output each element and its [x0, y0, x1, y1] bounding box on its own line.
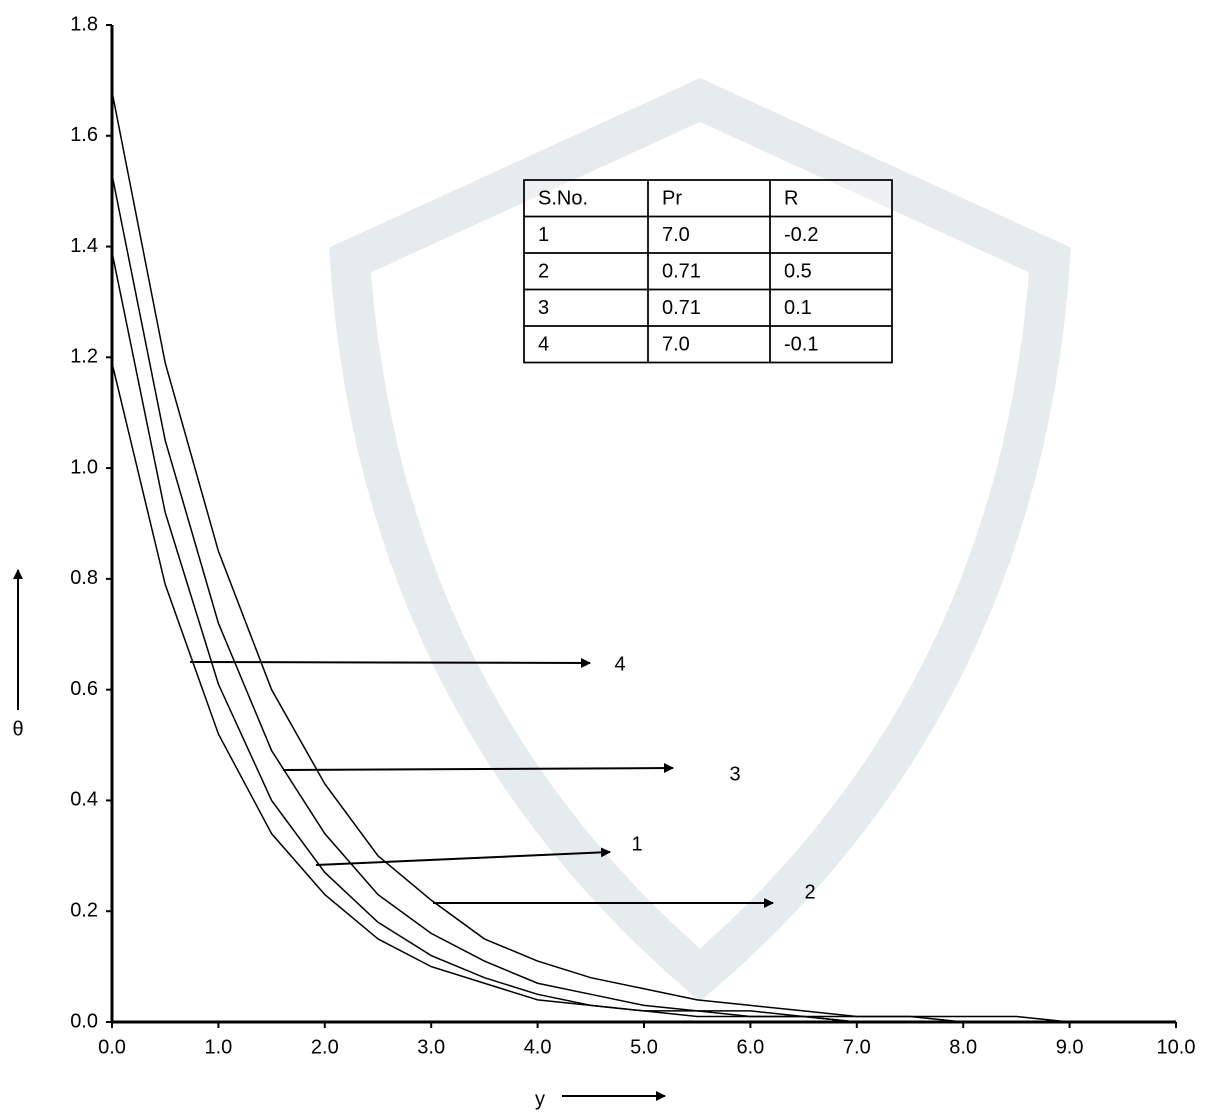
series-label: 4 — [614, 653, 625, 675]
x-tick-label: 1.0 — [204, 1036, 232, 1058]
x-tick-label: 2.0 — [311, 1036, 339, 1058]
table-cell-text: -0.1 — [784, 334, 818, 356]
y-tick-label: 0.2 — [70, 900, 98, 922]
table-cell-text: 0.71 — [662, 297, 701, 319]
x-tick-label: 9.0 — [1056, 1036, 1084, 1058]
series-line — [112, 252, 1070, 1022]
x-tick-label: 0.0 — [98, 1036, 126, 1058]
y-tick-label: 1.4 — [70, 235, 98, 257]
y-tick-label: 0.0 — [70, 1010, 98, 1032]
series-label: 2 — [804, 881, 815, 903]
table-cell-text: 0.71 — [662, 261, 701, 283]
chart: y θ 0.0 0.2 0.4 0.6 0.8 1.0 1.2 1.4 1.6 1.8 0.0 1.0… — [0, 0, 1223, 1116]
y-tick-label: 1.6 — [70, 124, 98, 146]
x-tick-label: 3.0 — [417, 1036, 445, 1058]
table-cell-text: 4 — [538, 334, 549, 356]
y-axis-label: θ — [12, 718, 23, 740]
table-cell-text: 2 — [538, 261, 549, 283]
series-label: 1 — [631, 833, 642, 855]
table-cell-text: S.No. — [538, 188, 588, 210]
y-tick-label: 1.0 — [70, 456, 98, 478]
series-label: 3 — [729, 763, 740, 785]
x-axis-label: y — [535, 1088, 545, 1110]
table-cell-text: R — [784, 188, 798, 210]
table-cell-text: 7.0 — [662, 334, 690, 356]
y-tick-label: 0.8 — [70, 567, 98, 589]
x-tick-label: 6.0 — [736, 1036, 764, 1058]
y-tick-label: 1.2 — [70, 346, 98, 368]
table-cell-text: 0.5 — [784, 261, 812, 283]
table-cell-text: 1 — [538, 224, 549, 246]
label-arrow — [190, 662, 590, 663]
x-tick-label: 10.0 — [1157, 1036, 1196, 1058]
y-tick-label: 0.6 — [70, 678, 98, 700]
table-cell-text: -0.2 — [784, 224, 818, 246]
table-cell-text: 7.0 — [662, 224, 690, 246]
x-tick-label: 4.0 — [524, 1036, 552, 1058]
table-cell-text: 3 — [538, 297, 549, 319]
label-arrow — [283, 768, 673, 770]
y-tick-label: 0.4 — [70, 789, 98, 811]
y-tick-label: 1.8 — [70, 13, 98, 35]
table-cell-text: 0.1 — [784, 297, 812, 319]
x-tick-label: 5.0 — [630, 1036, 658, 1058]
x-tick-label: 8.0 — [949, 1036, 977, 1058]
x-tick-label: 7.0 — [843, 1036, 871, 1058]
table-cell-text: Pr — [662, 188, 682, 210]
